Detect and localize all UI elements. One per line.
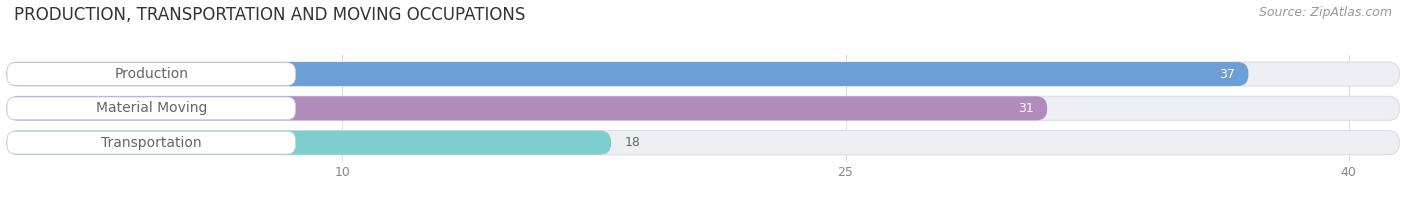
FancyBboxPatch shape <box>7 62 1249 86</box>
FancyBboxPatch shape <box>7 96 1047 120</box>
FancyBboxPatch shape <box>7 131 295 154</box>
Text: Material Moving: Material Moving <box>96 101 207 115</box>
FancyBboxPatch shape <box>7 97 295 120</box>
FancyBboxPatch shape <box>7 131 612 155</box>
Text: Transportation: Transportation <box>101 136 201 150</box>
Text: Source: ZipAtlas.com: Source: ZipAtlas.com <box>1258 6 1392 19</box>
Text: 18: 18 <box>624 136 640 149</box>
Text: 37: 37 <box>1219 68 1234 81</box>
Text: Production: Production <box>114 67 188 81</box>
Text: PRODUCTION, TRANSPORTATION AND MOVING OCCUPATIONS: PRODUCTION, TRANSPORTATION AND MOVING OC… <box>14 6 526 24</box>
FancyBboxPatch shape <box>7 131 1399 155</box>
FancyBboxPatch shape <box>7 62 1399 86</box>
FancyBboxPatch shape <box>7 63 295 85</box>
Text: 31: 31 <box>1018 102 1033 115</box>
FancyBboxPatch shape <box>7 96 1399 120</box>
